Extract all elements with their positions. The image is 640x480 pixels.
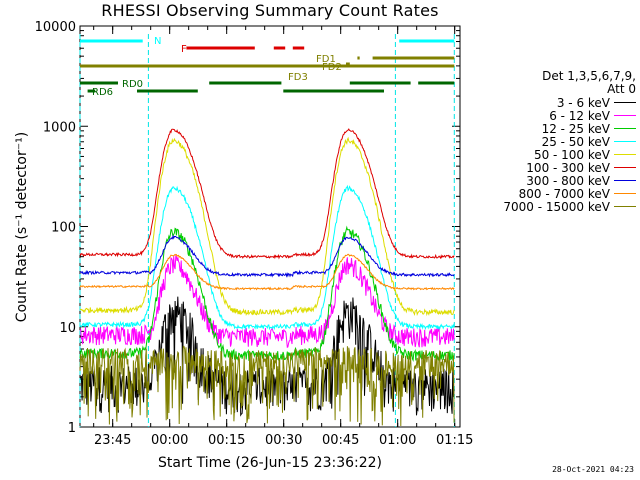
legend-swatch [614,141,636,142]
flag-bars-layer [80,39,455,93]
legend-swatch [614,193,636,194]
x-tick-label: 00:30 [265,433,302,448]
flag-label-rd6: RD6 [92,87,114,98]
flag-label-fd3: FD3 [288,72,308,83]
legend-swatch [614,128,636,129]
legend-swatch [614,102,636,103]
legend-label: 3 - 6 keV [556,95,610,110]
flag-label-fd2: FD2 [322,62,342,73]
flag-label-f: F [181,44,187,55]
y-axis-label: Count Rate (s⁻¹ detector⁻¹) [14,131,30,323]
x-tick-label: 01:00 [379,433,416,448]
y-tick-label: 10 [59,321,76,336]
flag-label-rd0: RD0 [122,79,144,90]
flag-label-fd1: FD1 [316,54,336,65]
legend-label: 6 - 12 keV [549,108,610,123]
legend-label: 12 - 25 keV [541,121,610,136]
x-tick-label: 00:00 [151,433,188,448]
legend-item: 6 - 12 keV [470,108,636,123]
y-tick-label: 10000 [35,20,76,35]
series-line-2 [79,254,455,348]
series-line-9 [79,345,455,427]
legend-item: 25 - 50 keV [470,134,636,149]
flag-label-n: N [154,36,162,47]
x-tick-label: 00:15 [208,433,245,448]
legend-label: 100 - 300 keV [526,160,610,175]
legend-label: 7000 - 15000 keV [503,199,610,214]
series-line-7 [79,234,455,278]
series-layer [79,128,455,427]
y-tick-label: 100 [51,221,76,236]
legend-swatch [614,115,636,116]
generated-timestamp: 28-Oct-2021 04:23 [552,465,634,474]
legend-swatch [614,154,636,155]
series-line-6 [79,128,455,260]
legend-label: 25 - 50 keV [541,134,610,149]
x-tick-label: 23:45 [94,433,131,448]
x-axis-label: Start Time (26-Jun-15 23:36:22) [158,455,382,471]
legend-item: 50 - 100 keV [470,147,636,162]
series-line-8 [79,253,455,291]
legend-header-attenuator: Att 0 [607,82,636,96]
legend-label: 50 - 100 keV [533,147,610,162]
legend-label: 300 - 800 keV [526,173,610,188]
legend-swatch [614,167,636,168]
legend-item: 800 - 7000 keV [470,186,636,201]
legend-swatch [614,206,636,207]
y-tick-label: 1 [68,421,76,436]
legend-item: 300 - 800 keV [470,173,636,188]
legend-swatch [614,180,636,181]
legend-item: 12 - 25 keV [470,121,636,136]
legend-label: 800 - 7000 keV [518,186,610,201]
x-tick-label: 00:45 [322,433,359,448]
x-tick-label: 01:15 [436,433,473,448]
series-line-5 [79,136,455,317]
legend-item: 100 - 300 keV [470,160,636,175]
chart-title: RHESSI Observing Summary Count Rates [101,1,439,20]
legend-item: 7000 - 15000 keV [470,199,636,214]
legend: Det 1,3,5,6,7,9, Att 0 3 - 6 keV 6 - 12 k… [470,69,636,214]
y-tick-label: 1000 [43,120,76,135]
series-line-4 [79,184,455,331]
legend-header-detectors: Det 1,3,5,6,7,9, [542,69,636,83]
legend-item: 3 - 6 keV [470,95,636,110]
plot-axes: 1 10 100 1000 10000 23:45 00:00 00:15 00:30 00:45… [35,20,474,448]
